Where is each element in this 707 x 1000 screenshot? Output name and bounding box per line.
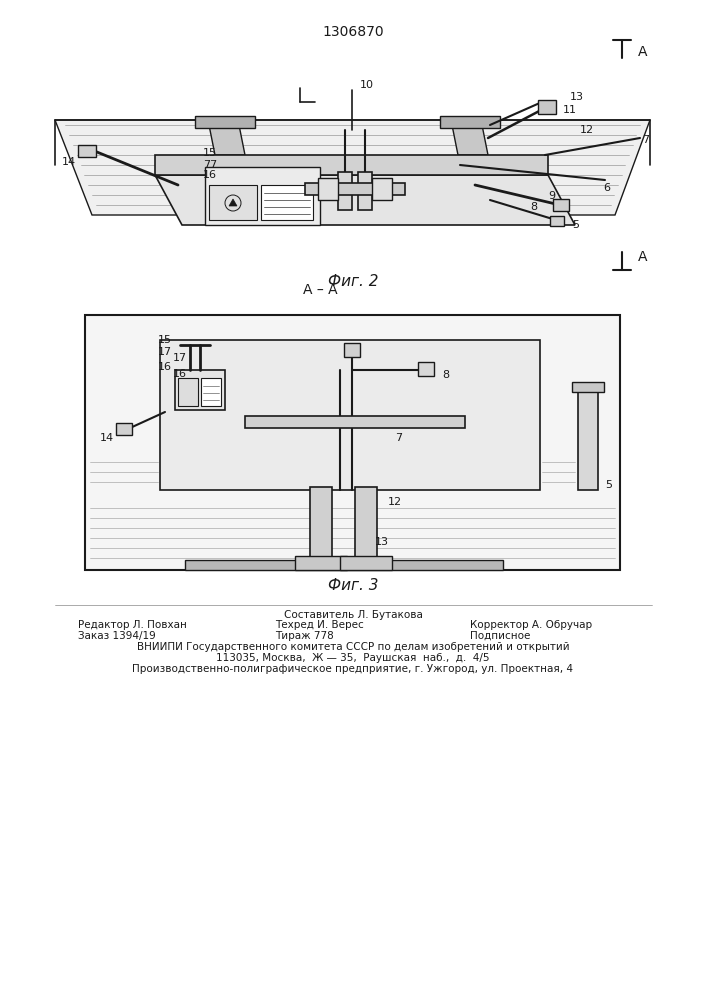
Text: 14: 14 [62, 157, 76, 167]
Text: Редактор Л. Повхан: Редактор Л. Повхан [78, 620, 187, 630]
Text: Составитель Л. Бутакова: Составитель Л. Бутакова [284, 610, 423, 620]
Text: Техред И. Верес: Техред И. Верес [275, 620, 363, 630]
Bar [538, 100, 556, 114]
Text: 16: 16 [158, 362, 172, 372]
Bar [295, 556, 347, 570]
Text: А – А: А – А [303, 283, 337, 297]
Bar [305, 183, 405, 195]
Bar [440, 116, 500, 128]
Text: 113035, Москва,  Ж — 35,  Раушская  наб.,  д.  4/5: 113035, Москва, Ж — 35, Раушская наб., д… [216, 653, 490, 663]
Bar [355, 487, 377, 565]
Polygon shape [229, 199, 237, 206]
Text: 1306870: 1306870 [322, 25, 384, 39]
Polygon shape [155, 175, 575, 225]
Text: Заказ 1394/19: Заказ 1394/19 [78, 631, 156, 641]
Bar [185, 560, 503, 570]
Text: 14: 14 [100, 433, 114, 443]
Text: 5: 5 [572, 220, 579, 230]
Text: ВНИИПИ Государственного комитета СССР по делам изобретений и открытий: ВНИИПИ Государственного комитета СССР по… [136, 642, 569, 652]
Text: 8: 8 [530, 202, 537, 212]
Bar [209, 185, 257, 220]
Text: А: А [638, 250, 648, 264]
Text: 12: 12 [388, 497, 402, 507]
Text: 9: 9 [548, 191, 555, 201]
Text: Фиг. 2: Фиг. 2 [328, 274, 378, 290]
Bar [418, 362, 434, 376]
Text: 15: 15 [158, 335, 172, 345]
Bar [178, 378, 198, 406]
Bar [344, 343, 360, 357]
Text: 17: 17 [158, 347, 172, 357]
Text: 6: 6 [603, 183, 610, 193]
Text: 77: 77 [203, 160, 217, 170]
Text: 11: 11 [563, 105, 577, 115]
Bar [358, 172, 372, 210]
Bar [310, 487, 332, 565]
Bar [372, 178, 392, 200]
Text: Фиг. 3: Фиг. 3 [328, 578, 378, 592]
Polygon shape [155, 155, 548, 175]
Bar [245, 416, 465, 428]
Bar [578, 390, 598, 490]
Bar [318, 178, 338, 200]
Bar [205, 167, 320, 225]
Bar [201, 378, 221, 406]
Text: Производственно-полиграфическое предприятие, г. Ужгород, ул. Проектная, 4: Производственно-полиграфическое предприя… [132, 664, 573, 674]
Text: Корректор А. Обручар: Корректор А. Обручар [470, 620, 592, 630]
Text: Тираж 778: Тираж 778 [275, 631, 334, 641]
Polygon shape [451, 120, 488, 155]
Bar [338, 172, 352, 210]
Bar [340, 556, 392, 570]
Bar [195, 116, 255, 128]
Text: 13: 13 [570, 92, 584, 102]
Text: 7: 7 [642, 135, 649, 145]
Text: 12: 12 [580, 125, 594, 135]
Bar [550, 216, 564, 226]
Bar [160, 340, 540, 490]
Text: 10: 10 [360, 80, 374, 90]
Text: А: А [638, 45, 648, 59]
Bar [261, 185, 313, 220]
Polygon shape [55, 120, 650, 215]
Text: 17: 17 [173, 353, 187, 363]
Bar [116, 423, 132, 435]
Bar [175, 370, 225, 410]
Text: 13: 13 [375, 537, 389, 547]
Text: 7: 7 [395, 433, 402, 443]
Bar [78, 145, 96, 157]
Text: 8: 8 [442, 370, 449, 380]
Text: 16: 16 [173, 369, 187, 379]
Text: 16: 16 [203, 170, 217, 180]
Text: Подписное: Подписное [470, 631, 530, 641]
Bar [85, 315, 620, 570]
Text: 15: 15 [203, 148, 217, 158]
Bar [553, 199, 569, 211]
Polygon shape [208, 120, 245, 155]
Bar [572, 382, 604, 392]
Text: 5: 5 [605, 480, 612, 490]
